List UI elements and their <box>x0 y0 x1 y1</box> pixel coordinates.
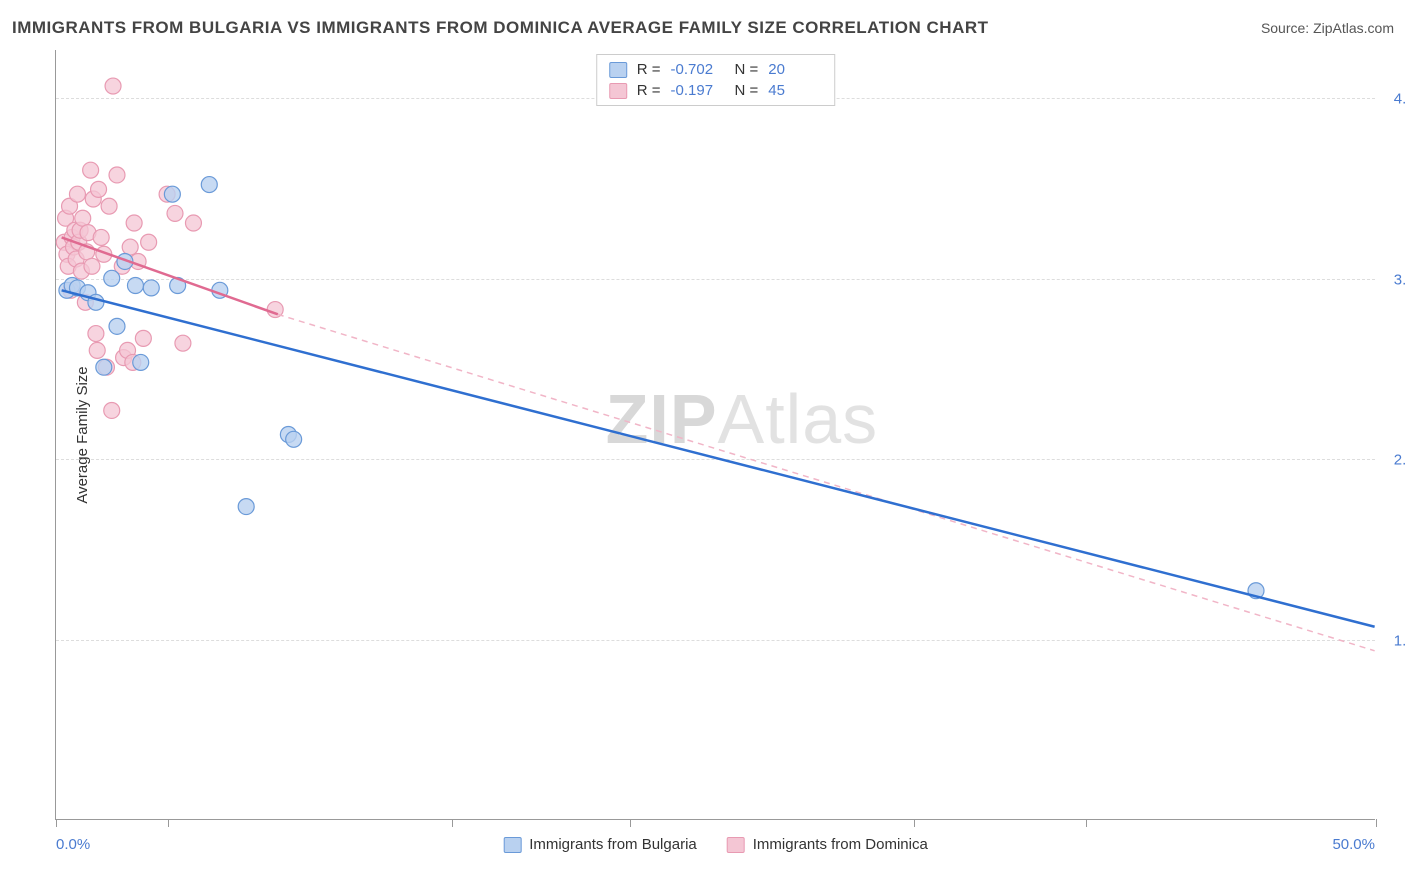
source-credit: Source: ZipAtlas.com <box>1261 20 1394 36</box>
n-value-dominica: 45 <box>768 82 822 99</box>
point-bulgaria <box>201 177 217 193</box>
swatch-bulgaria <box>503 837 521 853</box>
legend-row-dominica: R = -0.197 N = 45 <box>609 80 823 101</box>
point-bulgaria <box>164 186 180 202</box>
r-value-bulgaria: -0.702 <box>671 61 725 78</box>
legend-label-bulgaria: Immigrants from Bulgaria <box>529 836 697 853</box>
point-dominica <box>185 215 201 231</box>
point-dominica <box>69 186 85 202</box>
point-bulgaria <box>238 499 254 515</box>
y-tick-label: 1.75 <box>1394 632 1406 649</box>
point-dominica <box>122 239 138 255</box>
r-label: R = <box>637 61 661 78</box>
point-dominica <box>105 78 121 94</box>
plot-area: Average Family Size 4.003.252.501.75 ZIP… <box>55 50 1375 820</box>
point-dominica <box>84 258 100 274</box>
source-prefix: Source: <box>1261 20 1313 36</box>
swatch-dominica <box>727 837 745 853</box>
x-tick <box>1376 819 1377 827</box>
legend-row-bulgaria: R = -0.702 N = 20 <box>609 59 823 80</box>
x-axis-label-max: 50.0% <box>1332 836 1375 853</box>
r-label: R = <box>637 82 661 99</box>
point-bulgaria <box>286 431 302 447</box>
point-bulgaria <box>133 354 149 370</box>
x-tick <box>914 819 915 827</box>
x-tick <box>630 819 631 827</box>
n-label: N = <box>735 61 759 78</box>
point-dominica <box>89 342 105 358</box>
point-bulgaria <box>104 270 120 286</box>
x-axis-label-min: 0.0% <box>56 836 90 853</box>
point-dominica <box>167 205 183 221</box>
r-value-dominica: -0.197 <box>671 82 725 99</box>
point-dominica <box>135 330 151 346</box>
point-bulgaria <box>127 278 143 294</box>
legend-item-bulgaria: Immigrants from Bulgaria <box>503 836 697 853</box>
x-tick <box>452 819 453 827</box>
plot-svg <box>56 50 1375 819</box>
n-label: N = <box>735 82 759 99</box>
swatch-dominica <box>609 83 627 99</box>
point-bulgaria <box>109 318 125 334</box>
y-tick-label: 3.25 <box>1394 271 1406 288</box>
point-dominica <box>126 215 142 231</box>
y-tick-label: 4.00 <box>1394 91 1406 108</box>
trendline-dominica-dashed <box>278 314 1375 650</box>
n-value-bulgaria: 20 <box>768 61 822 78</box>
point-bulgaria <box>143 280 159 296</box>
y-tick-label: 2.50 <box>1394 452 1406 469</box>
point-dominica <box>83 162 99 178</box>
x-tick <box>1086 819 1087 827</box>
chart-title: IMMIGRANTS FROM BULGARIA VS IMMIGRANTS F… <box>12 18 989 38</box>
x-tick <box>168 819 169 827</box>
title-bar: IMMIGRANTS FROM BULGARIA VS IMMIGRANTS F… <box>12 18 1394 38</box>
point-dominica <box>88 326 104 342</box>
point-dominica <box>75 210 91 226</box>
point-dominica <box>175 335 191 351</box>
trendline-bulgaria <box>62 290 1375 626</box>
legend-series: Immigrants from Bulgaria Immigrants from … <box>503 836 928 853</box>
swatch-bulgaria <box>609 62 627 78</box>
point-dominica <box>104 402 120 418</box>
legend-correlation: R = -0.702 N = 20 R = -0.197 N = 45 <box>596 54 836 106</box>
legend-label-dominica: Immigrants from Dominica <box>753 836 928 853</box>
point-dominica <box>109 167 125 183</box>
point-dominica <box>91 181 107 197</box>
point-dominica <box>93 229 109 245</box>
source-name: ZipAtlas.com <box>1313 20 1394 36</box>
legend-item-dominica: Immigrants from Dominica <box>727 836 928 853</box>
x-tick <box>56 819 57 827</box>
point-dominica <box>141 234 157 250</box>
point-dominica <box>101 198 117 214</box>
point-bulgaria <box>96 359 112 375</box>
